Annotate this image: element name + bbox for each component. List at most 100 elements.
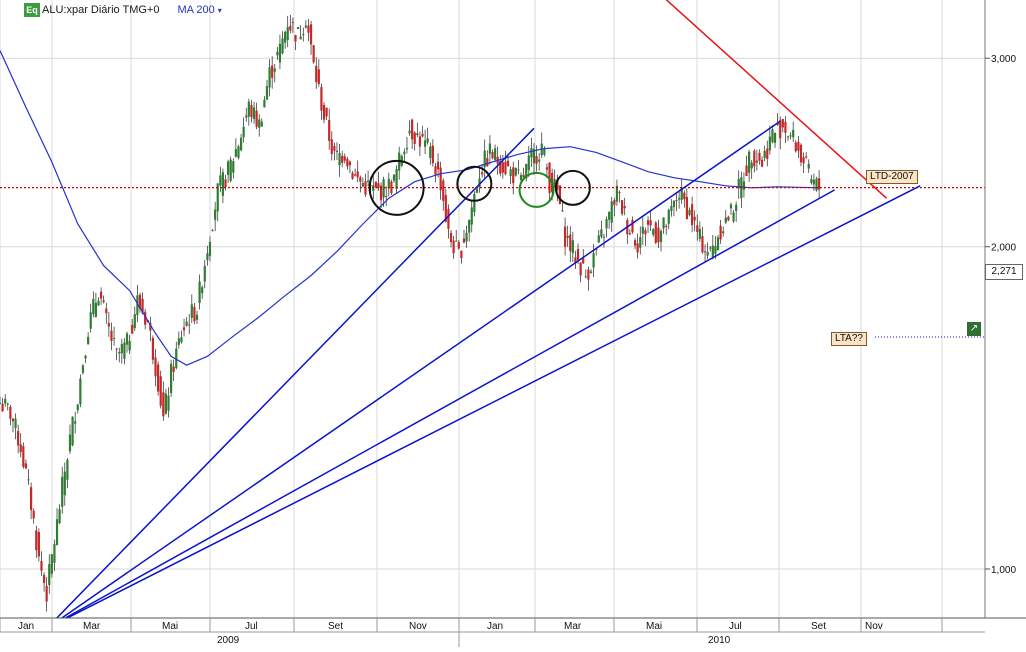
candle-body xyxy=(735,204,738,211)
candle-body xyxy=(123,342,126,359)
candle-body xyxy=(133,314,136,329)
support-trendline xyxy=(46,189,836,630)
candle-body xyxy=(442,180,445,201)
candle-body xyxy=(610,201,613,223)
x-tick-label: Set xyxy=(811,621,826,632)
candle-body xyxy=(87,336,90,345)
candle-body xyxy=(763,150,766,159)
candle-body xyxy=(61,476,64,507)
candle-body xyxy=(455,240,458,242)
candle-body xyxy=(377,183,380,188)
candle-body xyxy=(703,251,707,253)
x-year-label: 2009 xyxy=(217,635,240,646)
candle-body xyxy=(131,324,134,334)
candle-body xyxy=(22,446,25,467)
candle-body xyxy=(698,228,701,239)
candle-body xyxy=(799,144,803,163)
x-year-label: 2010 xyxy=(708,635,731,646)
candle-body xyxy=(74,421,77,424)
candle-body xyxy=(9,406,12,419)
candle-body xyxy=(608,212,611,220)
candle-body xyxy=(488,143,492,154)
candle-body xyxy=(602,236,606,238)
candle-body xyxy=(473,194,476,213)
candle-body xyxy=(522,174,525,178)
equity-icon[interactable]: Eq xyxy=(24,3,40,17)
x-tick-label: Mai xyxy=(162,621,178,632)
candle-body xyxy=(722,231,725,234)
candle-body xyxy=(693,216,696,221)
candle-body xyxy=(672,200,676,208)
ltd-label[interactable]: LTD-2007 xyxy=(866,170,918,184)
candle-body xyxy=(563,226,567,247)
chart-header: Eq ALU:xpar Diário TMG+0 MA 200 ▾ xyxy=(24,3,222,17)
candle-body xyxy=(527,155,530,171)
candle-body xyxy=(374,181,377,188)
candle-body xyxy=(654,222,657,243)
symbol-label[interactable]: ALU:xpar Diário TMG+0 xyxy=(42,4,160,16)
candle-body xyxy=(745,165,748,177)
candle-body xyxy=(623,205,626,209)
candle-body xyxy=(260,121,263,127)
candle-body xyxy=(470,207,473,225)
candle-body xyxy=(307,25,310,33)
lta-label[interactable]: LTA?? xyxy=(831,332,867,346)
candle-body xyxy=(24,463,28,469)
candle-body xyxy=(449,232,453,243)
candle-body xyxy=(429,146,432,158)
candle-body xyxy=(810,179,813,183)
candle-body xyxy=(296,27,300,29)
candle-body xyxy=(216,183,219,212)
candle-body xyxy=(631,219,634,233)
candle-body xyxy=(58,509,61,524)
candle-body xyxy=(242,126,245,138)
candle-body xyxy=(499,161,502,174)
candle-body xyxy=(320,87,323,111)
candle-body xyxy=(115,348,118,350)
candle-body xyxy=(110,330,113,341)
indicator-label[interactable]: MA 200 xyxy=(177,4,215,16)
candle-body xyxy=(517,169,520,171)
chart-marks xyxy=(0,0,985,630)
chart-tool-icon[interactable]: ↗ xyxy=(967,322,981,336)
candle-body xyxy=(286,27,289,40)
candle-body xyxy=(35,530,38,551)
candle-body xyxy=(416,133,419,136)
candle-body xyxy=(164,393,167,414)
candle-body xyxy=(506,160,510,167)
chevron-down-icon[interactable]: ▾ xyxy=(217,5,222,15)
candle-body xyxy=(112,338,116,340)
candle-body xyxy=(716,237,720,251)
candle-body xyxy=(188,324,191,326)
candle-body xyxy=(237,146,240,158)
candle-body xyxy=(543,148,546,155)
candle-body xyxy=(299,36,302,40)
candle-body xyxy=(644,230,647,235)
candle-body xyxy=(748,151,751,173)
candle-body xyxy=(530,148,533,158)
candle-body xyxy=(812,179,816,185)
candle-body xyxy=(615,185,619,202)
candle-body xyxy=(646,220,650,225)
candle-body xyxy=(309,24,313,45)
candle-body xyxy=(50,554,53,574)
green-circle-marker xyxy=(518,171,555,208)
candle-body xyxy=(418,136,422,147)
candle-body xyxy=(805,156,808,158)
candle-body xyxy=(605,219,608,229)
candle-body xyxy=(714,246,717,254)
black-circle-marker xyxy=(554,169,591,206)
candle-body xyxy=(755,160,758,163)
moving-average-line xyxy=(0,50,820,366)
candle-body xyxy=(742,181,746,190)
candle-body xyxy=(348,161,352,166)
candle-body xyxy=(369,185,372,187)
candle-body xyxy=(486,158,489,167)
candle-body xyxy=(294,35,297,42)
candle-body xyxy=(818,178,821,190)
candle-body xyxy=(0,402,2,404)
candle-body xyxy=(190,304,193,318)
candle-body xyxy=(802,157,805,164)
